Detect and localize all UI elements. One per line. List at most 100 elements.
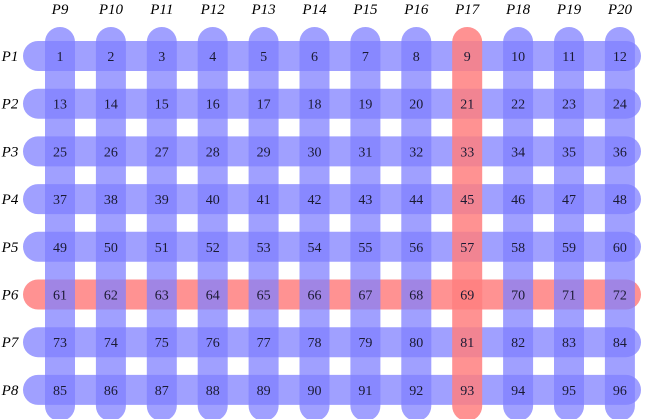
- row-label-p3: P3: [1, 144, 19, 160]
- cell-number: 70: [511, 289, 525, 304]
- cell-number: 69: [460, 289, 474, 304]
- cell-number: 20: [409, 98, 423, 113]
- column-label-p14: P14: [301, 2, 327, 18]
- cell-number: 91: [358, 384, 372, 399]
- cell-number: 96: [613, 384, 627, 399]
- column-label-p11: P11: [149, 2, 173, 18]
- cell-number: 34: [511, 145, 525, 160]
- cell-number: 84: [613, 336, 627, 351]
- cell-number: 67: [358, 289, 372, 304]
- cell-number: 27: [155, 145, 169, 160]
- cell-number: 7: [362, 50, 369, 65]
- cell-number: 23: [562, 98, 576, 113]
- cell-number: 31: [358, 145, 372, 160]
- row-label-p8: P8: [1, 383, 19, 399]
- cell-number: 76: [206, 336, 220, 351]
- cell-number: 89: [257, 384, 271, 399]
- cell-number: 5: [260, 50, 267, 65]
- column-label-p13: P13: [251, 2, 276, 18]
- cell-number: 83: [562, 336, 576, 351]
- cell-number: 59: [562, 241, 576, 256]
- cell-number: 80: [409, 336, 423, 351]
- cell-number: 13: [53, 98, 67, 113]
- cell-number: 50: [104, 241, 118, 256]
- cell-number: 33: [460, 145, 474, 160]
- cell-number: 75: [155, 336, 169, 351]
- cell-number: 9: [464, 50, 471, 65]
- column-label-p12: P12: [200, 2, 226, 18]
- cell-number: 22: [511, 98, 525, 113]
- cell-number: 54: [308, 241, 322, 256]
- row-label-p5: P5: [1, 240, 19, 256]
- column-label-p10: P10: [98, 2, 124, 18]
- cell-number: 73: [53, 336, 67, 351]
- cell-number: 52: [206, 241, 220, 256]
- cell-number: 32: [409, 145, 423, 160]
- cell-number: 55: [358, 241, 372, 256]
- cell-number: 85: [53, 384, 67, 399]
- cell-number: 92: [409, 384, 423, 399]
- column-lines: [45, 27, 635, 419]
- cell-number: 2: [107, 50, 114, 65]
- cell-number: 61: [53, 289, 67, 304]
- cell-number: 19: [358, 98, 372, 113]
- cell-number: 8: [413, 50, 420, 65]
- cell-number: 43: [358, 193, 372, 208]
- column-label-p9: P9: [51, 2, 69, 18]
- cell-number: 94: [511, 384, 525, 399]
- cell-number: 35: [562, 145, 576, 160]
- cell-number: 42: [308, 193, 322, 208]
- cell-number: 1: [57, 50, 64, 65]
- cell-number: 78: [308, 336, 322, 351]
- cell-number: 88: [206, 384, 220, 399]
- cell-number: 79: [358, 336, 372, 351]
- cell-number: 41: [257, 193, 271, 208]
- cell-number: 47: [562, 193, 576, 208]
- cell-number: 68: [409, 289, 423, 304]
- column-label-p18: P18: [505, 2, 531, 18]
- cell-number: 38: [104, 193, 118, 208]
- cell-number: 63: [155, 289, 169, 304]
- row-lines: [23, 41, 641, 405]
- cell-number: 65: [257, 289, 271, 304]
- cell-number: 86: [104, 384, 118, 399]
- cell-number: 64: [206, 289, 220, 304]
- cell-number: 48: [613, 193, 627, 208]
- cell-number: 29: [257, 145, 271, 160]
- cell-number: 82: [511, 336, 525, 351]
- cell-number: 11: [562, 50, 575, 65]
- cell-number: 72: [613, 289, 627, 304]
- cell-number: 40: [206, 193, 220, 208]
- cell-number: 71: [562, 289, 576, 304]
- cell-number: 4: [209, 50, 216, 65]
- cell-number: 6: [311, 50, 318, 65]
- cell-number: 95: [562, 384, 576, 399]
- cell-number: 12: [613, 50, 627, 65]
- cell-number: 90: [308, 384, 322, 399]
- cell-number: 57: [460, 241, 474, 256]
- column-label-p16: P16: [403, 2, 429, 18]
- cell-number: 74: [104, 336, 118, 351]
- column-label-p20: P20: [607, 2, 633, 18]
- row-label-p7: P7: [1, 335, 20, 351]
- cell-number: 16: [206, 98, 220, 113]
- cell-number: 3: [158, 50, 165, 65]
- cell-number: 87: [155, 384, 169, 399]
- cell-number: 77: [257, 336, 271, 351]
- cell-number: 17: [257, 98, 271, 113]
- cell-number: 93: [460, 384, 474, 399]
- cell-number: 56: [409, 241, 423, 256]
- cell-number: 45: [460, 193, 474, 208]
- row-label-p1: P1: [1, 49, 19, 65]
- cell-number: 81: [460, 336, 474, 351]
- cell-number: 10: [511, 50, 525, 65]
- cell-number: 26: [104, 145, 118, 160]
- column-label-p15: P15: [352, 2, 378, 18]
- cell-number: 62: [104, 289, 118, 304]
- cell-number: 25: [53, 145, 67, 160]
- cell-number: 28: [206, 145, 220, 160]
- column-labels: P9 P10 P11 P12 P13 P14 P15 P16 P17 P18 P19 P20: [51, 2, 633, 18]
- cell-number: 66: [308, 289, 322, 304]
